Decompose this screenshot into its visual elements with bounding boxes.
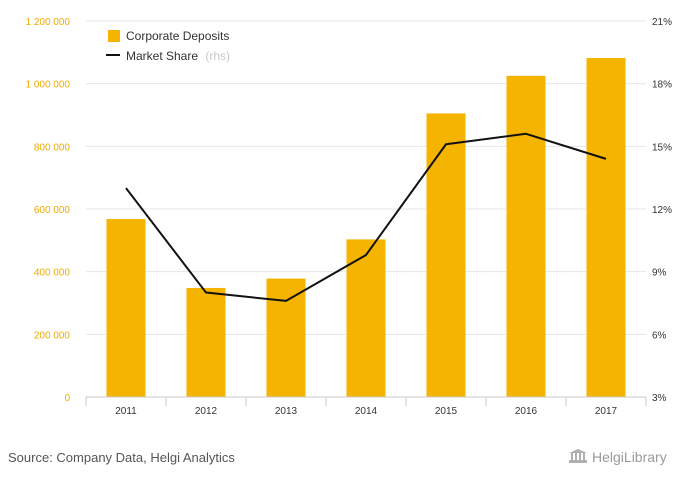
x-tick-label: 2017 — [595, 406, 618, 417]
right-tick-label: 15% — [652, 142, 672, 153]
right-tick-label: 6% — [652, 330, 667, 341]
x-tick-label: 2015 — [435, 406, 458, 417]
bar-corporate-deposits — [586, 57, 626, 398]
x-tick-label: 2016 — [515, 406, 538, 417]
left-axis-ticks: 0 200 000 400 000 600 000 800 000 1 000 000 1 … — [26, 17, 71, 404]
legend: Corporate Deposits Market Share (rhs) — [106, 29, 230, 63]
legend-label-market-share: Market Share (rhs) — [126, 49, 230, 63]
bar-corporate-deposits — [506, 75, 546, 397]
legend-label-corporate-deposits: Corporate Deposits — [126, 29, 229, 43]
library-logo-icon — [569, 449, 587, 463]
x-tick-label: 2012 — [195, 406, 218, 417]
helgi-library-logo: HelgiLibrary — [568, 449, 667, 465]
right-tick-label: 21% — [652, 17, 672, 28]
left-tick-label: 800 000 — [34, 142, 71, 153]
right-tick-label: 3% — [652, 393, 667, 404]
gridlines — [86, 20, 646, 335]
right-tick-label: 18% — [652, 80, 672, 91]
left-tick-label: 1 200 000 — [26, 17, 71, 28]
left-tick-label: 0 — [64, 393, 70, 404]
legend-swatch-corporate-deposits — [108, 30, 120, 42]
bars — [106, 57, 626, 398]
legend-label-rhs: (rhs) — [205, 49, 230, 63]
x-tick-label: 2014 — [355, 406, 378, 417]
source-note: Source: Company Data, Helgi Analytics — [8, 450, 235, 465]
bar-corporate-deposits — [266, 278, 306, 397]
left-tick-label: 200 000 — [34, 330, 71, 341]
left-tick-label: 1 000 000 — [26, 80, 71, 91]
logo-text: HelgiLibrary — [592, 449, 667, 465]
left-tick-label: 400 000 — [34, 268, 71, 279]
x-axis: 2011 2012 2013 2014 2015 2016 2017 — [85, 396, 647, 417]
right-axis-ticks: 3% 6% 9% 12% 15% 18% 21% — [652, 17, 672, 404]
left-tick-label: 600 000 — [34, 205, 71, 216]
x-tick-label: 2013 — [275, 406, 298, 417]
bar-corporate-deposits — [186, 287, 226, 397]
x-tick-label: 2011 — [115, 406, 137, 417]
market-share-line — [125, 132, 607, 302]
bar-corporate-deposits — [106, 219, 146, 397]
legend-label-market-share-name: Market Share — [126, 49, 198, 63]
bar-corporate-deposits — [346, 239, 386, 397]
right-tick-label: 12% — [652, 205, 672, 216]
right-tick-label: 9% — [652, 268, 667, 279]
bar-corporate-deposits — [426, 113, 466, 397]
